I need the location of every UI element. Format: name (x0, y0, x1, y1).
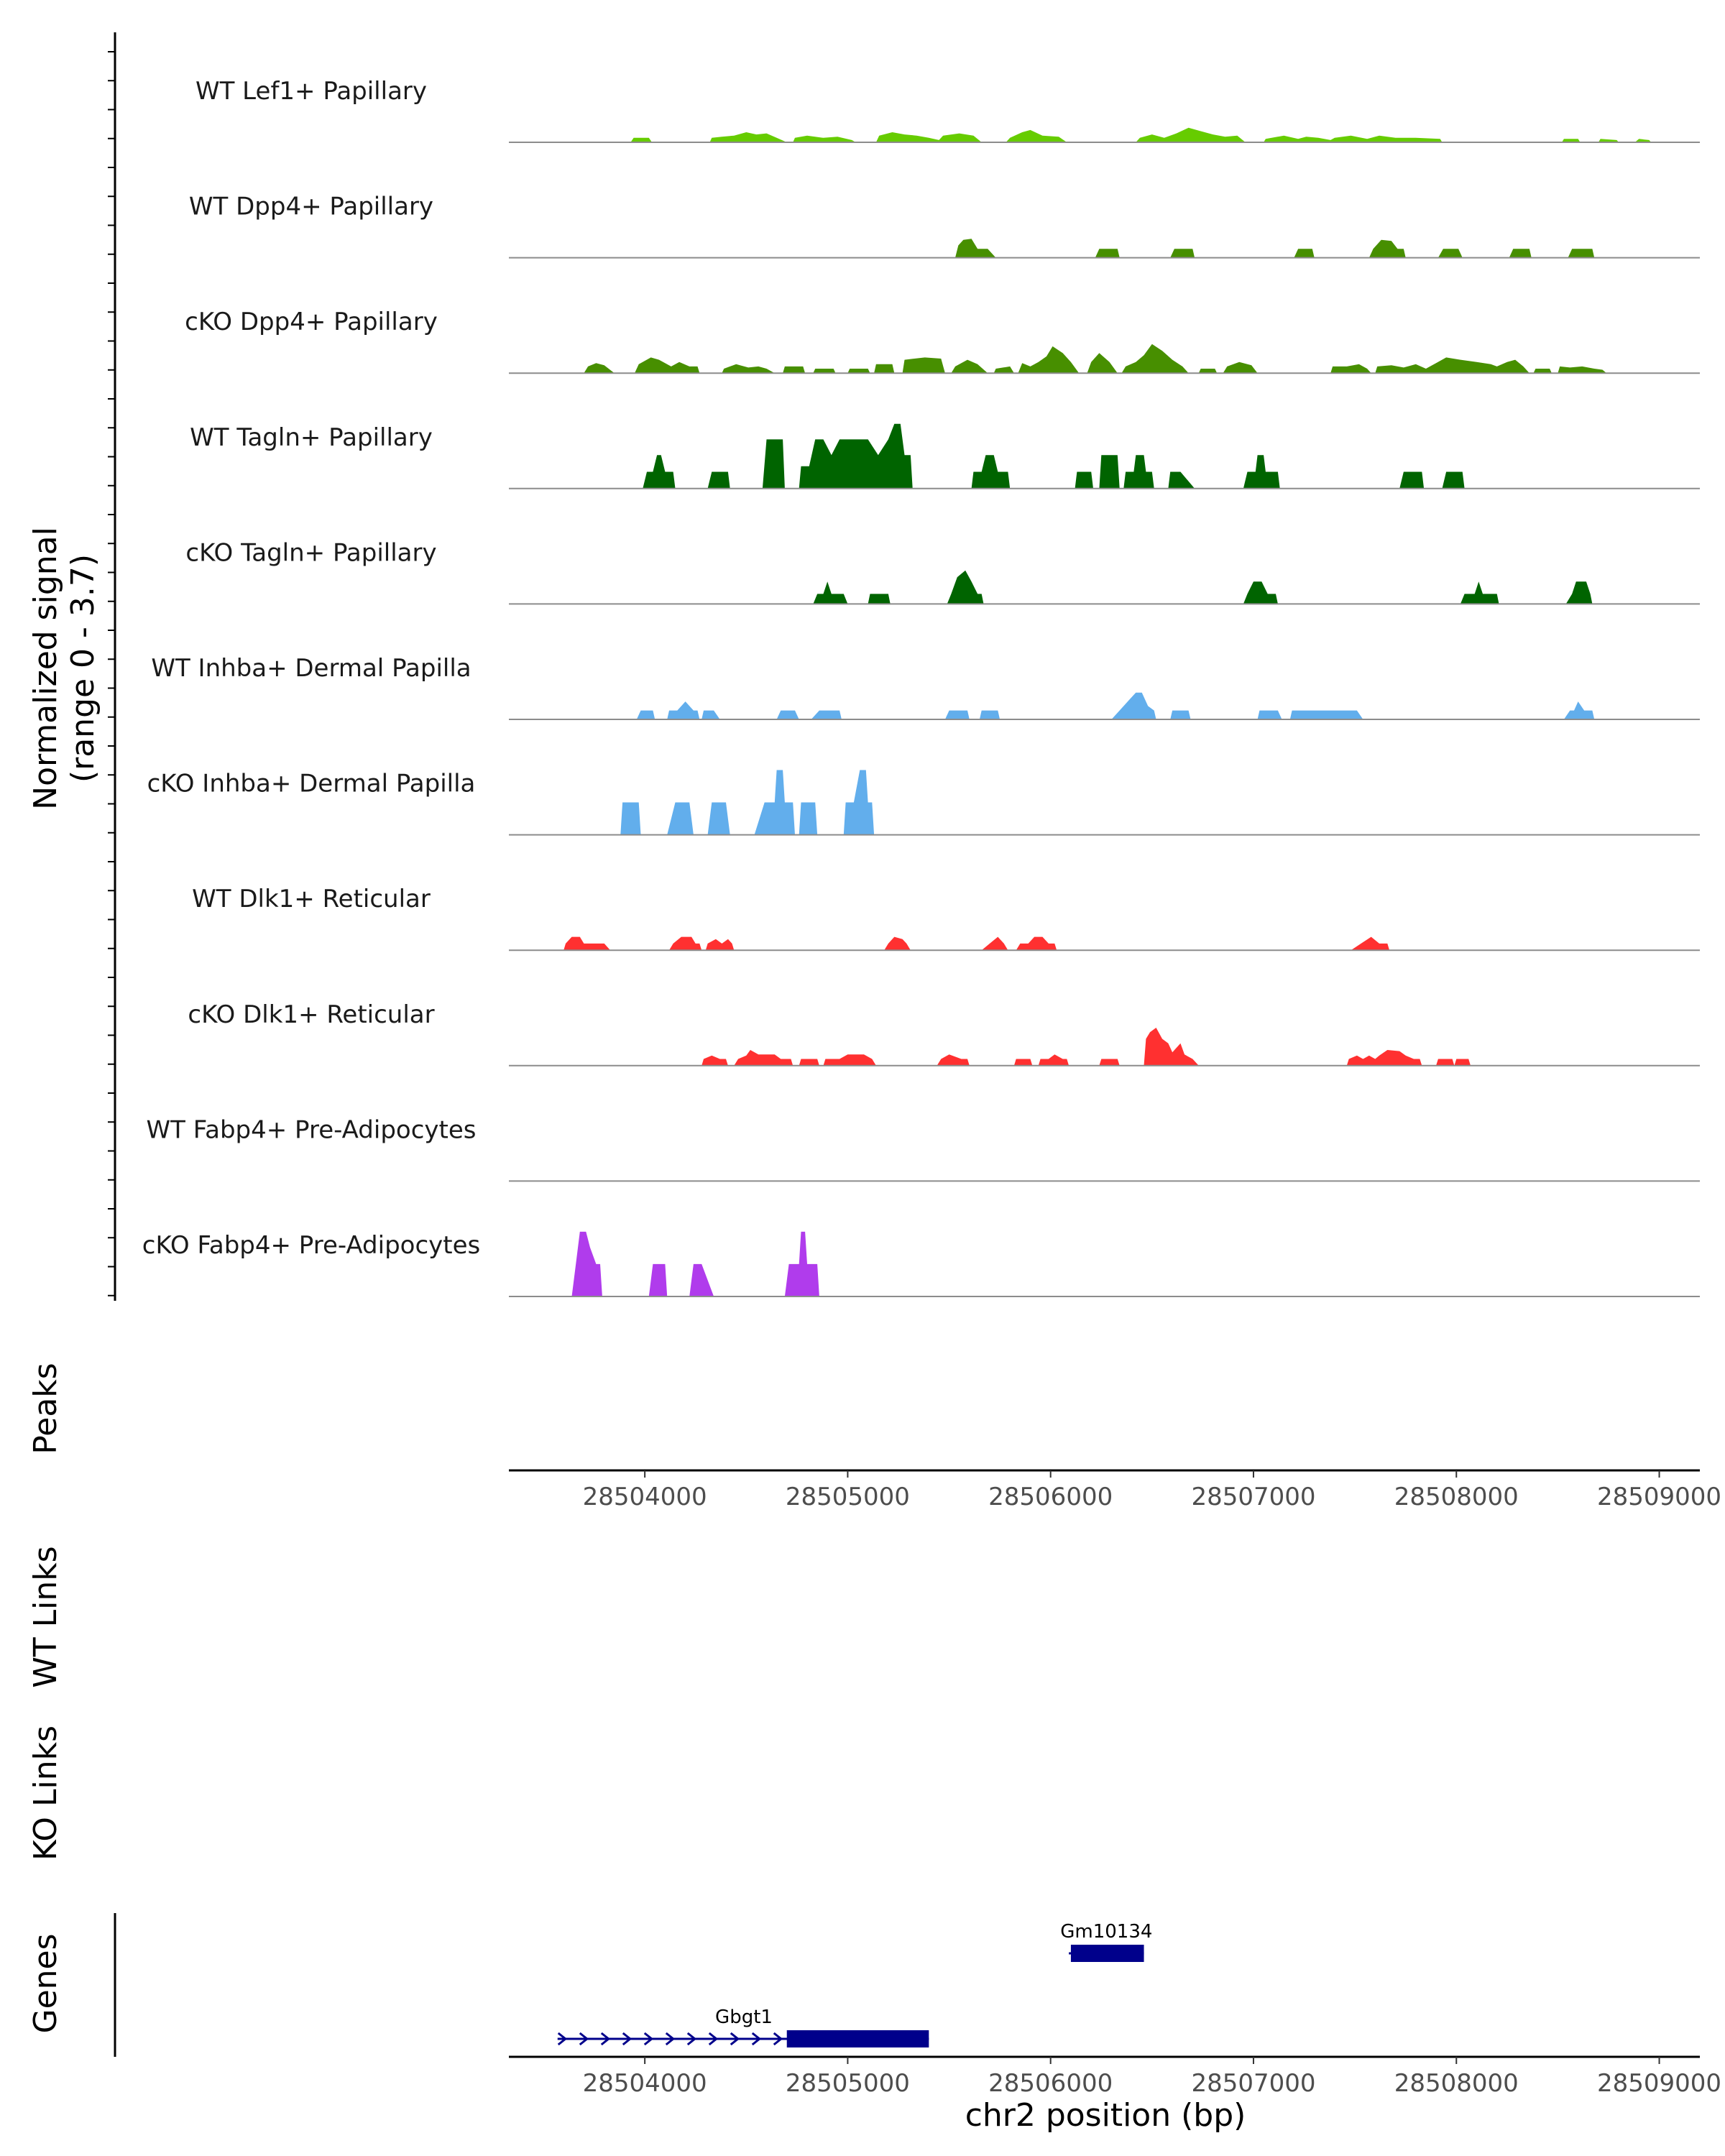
track-label: WT Fabp4+ Pre-Adipocytes (147, 1115, 477, 1144)
coverage-area (584, 344, 1607, 374)
x-tick-label: 28505000 (786, 2069, 910, 2098)
strand-arrow (665, 2032, 676, 2046)
track-label: cKO Tagln+ Papillary (185, 538, 436, 567)
track-wt-tagln-papillary: WT Tagln+ Papillary (190, 423, 1700, 489)
track-label: cKO Fabp4+ Pre-Adipocytes (142, 1231, 481, 1260)
coverage-area (620, 770, 875, 835)
coverage-area (813, 570, 1593, 604)
track-label: cKO Dlk1+ Reticular (188, 1000, 434, 1029)
track-wt-lef1-papillary: WT Lef1+ Papillary (196, 77, 1700, 143)
x-tick-label: 28506000 (988, 1483, 1113, 1511)
gene-exon (786, 2030, 929, 2047)
track-cko-dpp4-papillary: cKO Dpp4+ Papillary (185, 308, 1700, 374)
peaks-x-axis: 28504000 28505000 28506000 28507000 28508000… (509, 1469, 1721, 1511)
wt-links-panel-label: WT Links (27, 1546, 64, 1687)
gene-exon (1070, 1945, 1144, 1962)
coverage-area (571, 1231, 819, 1296)
track-label: WT Lef1+ Papillary (196, 77, 427, 106)
strand-arrow (643, 2032, 654, 2046)
track-label: WT Tagln+ Papillary (190, 423, 433, 452)
track-label: WT Dpp4+ Papillary (189, 193, 433, 221)
strand-arrow (730, 2032, 740, 2046)
strand-arrow (773, 2032, 783, 2046)
strand-arrow (579, 2032, 589, 2046)
x-tick-label: 28504000 (583, 1483, 707, 1511)
strand-arrow (600, 2032, 611, 2046)
x-tick-label: 28505000 (786, 1483, 910, 1511)
track-label: WT Dlk1+ Reticular (192, 885, 431, 913)
track-wt-fabp4-pre-adipocytes: WT Fabp4+ Pre-Adipocytes (147, 1115, 1700, 1182)
coverage-area (564, 936, 1390, 951)
coverage-tracks: WT Lef1+ Papillary WT Dpp4+ Papillary cKO … (142, 77, 1700, 1297)
x-tick-label: 28507000 (1191, 1483, 1315, 1511)
track-cko-fabp4-pre-adipocytes: cKO Fabp4+ Pre-Adipocytes (142, 1231, 1700, 1297)
strand-arrow (557, 2032, 568, 2046)
ko-links-panel-label: KO Links (27, 1726, 64, 1861)
coverage-area (643, 423, 1465, 489)
coverage-area (630, 127, 1652, 142)
track-cko-tagln-papillary: cKO Tagln+ Papillary (185, 538, 1700, 605)
x-tick-label: 28509000 (1597, 1483, 1721, 1511)
x-tick-label: 28508000 (1394, 1483, 1519, 1511)
y-axis-title-line2: (range 0 - 3.7) (65, 554, 101, 783)
strand-arrow (708, 2032, 719, 2046)
track-label: cKO Inhba+ Dermal Papilla (147, 770, 476, 798)
track-wt-dpp4-papillary: WT Dpp4+ Papillary (189, 193, 1700, 259)
genes-panel-label: Genes (27, 1933, 64, 2033)
track-wt-dlk1-reticular: WT Dlk1+ Reticular (192, 885, 1700, 952)
gene-annotation-track: Gm10134 Gbgt1 (557, 1921, 1152, 2047)
coverage-area (702, 1028, 1471, 1066)
gene-gbgt1: Gbgt1 (557, 2007, 929, 2047)
x-tick-label: 28507000 (1191, 2069, 1315, 2098)
track-cko-dlk1-reticular: cKO Dlk1+ Reticular (188, 1000, 1700, 1067)
signal-y-axis (108, 32, 116, 1301)
x-tick-label: 28508000 (1394, 2069, 1519, 2098)
track-label: cKO Dpp4+ Papillary (185, 308, 438, 336)
x-tick-label: 28509000 (1597, 2069, 1721, 2098)
track-label: WT Inhba+ Dermal Papilla (151, 654, 471, 683)
strand-arrow (686, 2032, 697, 2046)
track-cko-inhba-dermal-papilla: cKO Inhba+ Dermal Papilla (147, 770, 1700, 836)
coverage-area (636, 692, 1595, 719)
x-tick-label: 28506000 (988, 2069, 1113, 2098)
gene-name-label: Gbgt1 (715, 2007, 773, 2028)
coverage-area (955, 239, 1595, 258)
x-tick-label: 28504000 (583, 2069, 707, 2098)
x-axis-title: chr2 position (bp) (965, 2097, 1246, 2134)
track-wt-inhba-dermal-papilla: WT Inhba+ Dermal Papilla (151, 654, 1700, 720)
y-axis-title-line1: Normalized signal (27, 527, 64, 810)
gene-gm10134: Gm10134 (1060, 1921, 1152, 1962)
genes-x-axis: 28504000 28505000 28506000 28507000 28508000… (509, 2055, 1721, 2098)
peaks-panel-label: Peaks (27, 1363, 64, 1454)
strand-arrow (751, 2032, 762, 2046)
strand-arrow (622, 2032, 632, 2046)
gene-name-label: Gm10134 (1060, 1921, 1152, 1943)
